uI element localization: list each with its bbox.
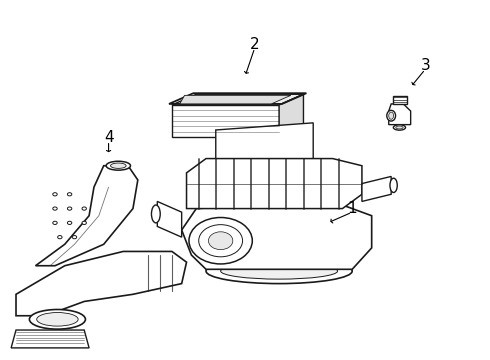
Polygon shape <box>35 166 138 266</box>
Text: 3: 3 <box>420 58 430 73</box>
Circle shape <box>82 221 86 225</box>
Polygon shape <box>392 96 407 104</box>
Ellipse shape <box>396 126 403 129</box>
Circle shape <box>58 235 62 239</box>
Circle shape <box>53 207 57 210</box>
Circle shape <box>199 225 243 257</box>
Circle shape <box>189 217 252 264</box>
Text: 1: 1 <box>347 201 357 216</box>
Circle shape <box>73 235 76 239</box>
Polygon shape <box>182 202 372 269</box>
Polygon shape <box>16 251 187 316</box>
Ellipse shape <box>37 312 78 326</box>
Polygon shape <box>216 123 313 166</box>
Text: 2: 2 <box>250 37 260 52</box>
Ellipse shape <box>106 161 130 170</box>
Text: 4: 4 <box>104 130 113 145</box>
Polygon shape <box>362 176 391 202</box>
Polygon shape <box>11 330 89 348</box>
Polygon shape <box>180 95 291 104</box>
Circle shape <box>53 221 57 225</box>
Ellipse shape <box>389 112 393 119</box>
Ellipse shape <box>393 125 406 130</box>
Circle shape <box>68 193 72 196</box>
Circle shape <box>68 207 72 210</box>
Polygon shape <box>157 202 182 237</box>
Circle shape <box>68 221 72 225</box>
Polygon shape <box>389 104 411 125</box>
Ellipse shape <box>29 310 85 329</box>
Ellipse shape <box>111 163 126 168</box>
Ellipse shape <box>220 263 338 279</box>
Ellipse shape <box>151 205 160 223</box>
Polygon shape <box>279 94 303 137</box>
Ellipse shape <box>390 178 397 193</box>
Polygon shape <box>172 105 279 137</box>
Ellipse shape <box>206 258 352 284</box>
Polygon shape <box>187 158 362 208</box>
Circle shape <box>208 232 233 249</box>
Ellipse shape <box>387 111 395 121</box>
Circle shape <box>53 193 57 196</box>
Circle shape <box>82 207 86 210</box>
Polygon shape <box>172 94 303 105</box>
